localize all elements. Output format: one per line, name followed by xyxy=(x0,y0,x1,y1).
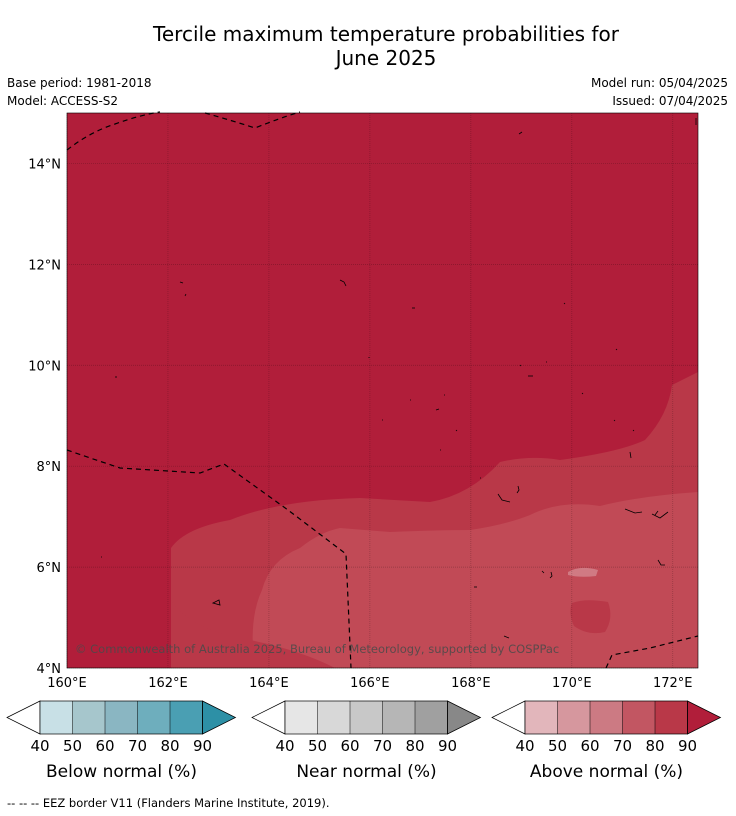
chart-title: Tercile maximum temperature probabilitie… xyxy=(0,22,736,70)
eez-footnote: -- -- -- EEZ border V11 (Flanders Marine… xyxy=(7,796,330,810)
coastlines xyxy=(101,118,697,639)
near-normal-title: Near normal (%) xyxy=(296,762,437,782)
colorbar-max-extend xyxy=(687,700,722,735)
colorbar-segment xyxy=(622,701,655,734)
colorbar-min-extend xyxy=(6,700,41,735)
colorbar-2: 40 50 60 70 80 90 xyxy=(491,700,722,755)
colorbar-segment xyxy=(317,701,350,734)
colorbar-min-extend xyxy=(251,700,286,735)
colorbar-tick-label: 90 xyxy=(438,737,457,755)
colorbar-tick-label: 70 xyxy=(373,737,392,755)
model-run-label: Model run: 05/04/2025 xyxy=(590,76,728,90)
gridlines xyxy=(66,113,698,669)
map-frame xyxy=(66,112,699,669)
colorbar-segment xyxy=(105,701,138,734)
colorbar-segment xyxy=(415,701,448,734)
colorbar-segment xyxy=(655,701,688,734)
colorbar-tick-label: 60 xyxy=(580,737,599,755)
colorbar-tick-label: 70 xyxy=(613,737,632,755)
colorbar-outline xyxy=(39,700,203,735)
lon-tick-label: 168°E xyxy=(451,676,491,691)
colorbar-tick-label: 90 xyxy=(193,737,212,755)
lat-tick-labels: 4°N 6°N 8°N 10°N 12°N 14°N xyxy=(28,157,61,677)
lon-tick-labels: 160°E 162°E 164°E 166°E 168°E 170°E 172°E xyxy=(47,676,692,691)
colorbar-min-extend xyxy=(491,700,526,735)
colorbar-segment xyxy=(382,701,415,734)
lon-tick-label: 164°E xyxy=(249,676,289,691)
above-80-lower-band xyxy=(171,600,335,668)
model-label: Model: ACCESS-S2 xyxy=(7,94,119,108)
lat-tick-label: 10°N xyxy=(28,359,61,374)
colorbar-tick-label: 90 xyxy=(678,737,697,755)
colorbar-segment xyxy=(137,701,170,734)
base-period-label: Base period: 1981-2018 xyxy=(7,76,152,90)
model-info: Base period: 1981-2018 Model: ACCESS-S2 xyxy=(7,74,152,110)
lon-tick-label: 166°E xyxy=(350,676,390,691)
colorbar-tick-label: 80 xyxy=(405,737,424,755)
colorbar-0: 40 50 60 70 80 90 xyxy=(6,700,237,755)
map-area xyxy=(67,113,698,668)
colorbar-tick-label: 80 xyxy=(160,737,179,755)
lon-tick-label: 162°E xyxy=(148,676,188,691)
above-normal-title: Above normal (%) xyxy=(529,762,684,782)
lat-tick-label: 12°N xyxy=(28,258,61,273)
colorbar-segment xyxy=(40,701,73,734)
colorbar-1: 40 50 60 70 80 90 xyxy=(251,700,482,755)
colorbar-segment xyxy=(285,701,318,734)
lon-tick-label: 172°E xyxy=(653,676,693,691)
issued-label: Issued: 07/04/2025 xyxy=(612,94,728,108)
colorbar-segment xyxy=(525,701,558,734)
colorbar-segment xyxy=(590,701,623,734)
colorbar-outline xyxy=(524,700,688,735)
title-line-1: Tercile maximum temperature probabilitie… xyxy=(153,22,619,46)
above-80-patch xyxy=(570,600,611,634)
lon-tick-label: 160°E xyxy=(47,676,87,691)
colorbar-tick-label: 50 xyxy=(308,737,327,755)
colorbar-segment xyxy=(557,701,590,734)
colorbar-segment xyxy=(72,701,105,734)
colorbar-tick-label: 60 xyxy=(340,737,359,755)
colorbar-tick-label: 40 xyxy=(275,737,294,755)
colorbar-tick-label: 80 xyxy=(645,737,664,755)
colorbar-tick-label: 40 xyxy=(30,737,49,755)
lat-tick-label: 4°N xyxy=(37,662,62,677)
colorbar-tick-label: 60 xyxy=(95,737,114,755)
lat-tick-label: 14°N xyxy=(28,157,61,172)
copyright-notice: © Commonwealth of Australia 2025, Bureau… xyxy=(75,642,559,656)
colorbars: 40 50 60 70 80 90 40 50 60 70 80 90 40 50 60 70 80 90 xyxy=(6,700,722,755)
forecast-map: © Commonwealth of Australia 2025, Bureau… xyxy=(6,111,722,755)
colorbar-max-extend xyxy=(202,700,237,735)
below-normal-title: Below normal (%) xyxy=(46,762,197,782)
colorbar-tick-label: 50 xyxy=(63,737,82,755)
run-info: Model run: 05/04/2025 Issued: 07/04/2025 xyxy=(591,74,728,110)
colorbar-outline xyxy=(284,700,448,735)
above-60-patch-1 xyxy=(568,567,598,577)
colorbar-tick-label: 70 xyxy=(128,737,147,755)
eez-borders xyxy=(66,111,699,669)
lat-tick-label: 8°N xyxy=(37,460,62,475)
lon-tick-label: 170°E xyxy=(552,676,592,691)
lat-tick-label: 6°N xyxy=(37,561,62,576)
colorbar-tick-label: 50 xyxy=(548,737,567,755)
colorbar-segment xyxy=(170,701,203,734)
title-line-2: June 2025 xyxy=(335,46,437,70)
colorbar-tick-label: 40 xyxy=(515,737,534,755)
colorbar-max-extend xyxy=(447,700,482,735)
colorbar-segment xyxy=(350,701,383,734)
